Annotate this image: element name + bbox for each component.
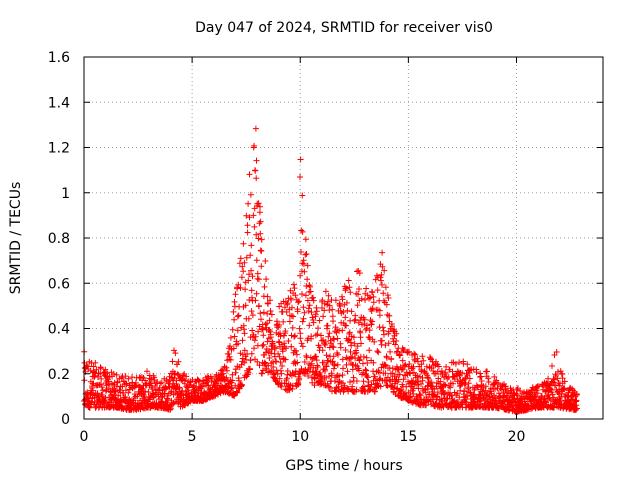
y-tick-label: 0.2 (48, 367, 70, 383)
data-point-markers (119, 368, 163, 413)
x-tick-label: 5 (188, 429, 197, 445)
y-tick-label: 0.4 (48, 322, 70, 338)
y-tick-label: 0.6 (48, 276, 70, 292)
data-point-markers (460, 360, 505, 412)
x-tick-label: 10 (291, 429, 309, 445)
x-tick-label: 0 (80, 429, 89, 445)
y-tick-label: 1.6 (48, 50, 70, 66)
data-point-markers (157, 347, 201, 413)
data-point-markers (270, 156, 315, 394)
y-tick-label: 1.2 (48, 141, 70, 157)
data-point-markers (422, 354, 467, 411)
data-point-markers (346, 249, 391, 395)
data-point-markers (384, 292, 429, 409)
y-tick-label: 1 (61, 186, 70, 202)
data-point-markers (81, 348, 125, 412)
data-points (81, 125, 580, 416)
y-tick-label: 0.8 (48, 231, 70, 247)
data-point-markers (536, 349, 580, 413)
data-point-markers (308, 277, 353, 395)
x-tick-label: 15 (399, 429, 417, 445)
y-tick-labels: 0 0.2 0.4 0.6 0.8 1 1.2 1.4 1.6 (48, 50, 70, 428)
y-tick-label: 1.4 (48, 95, 70, 111)
y-axis-label: SRMTID / TECUs (8, 182, 24, 295)
grid-lines (84, 57, 603, 419)
data-point-markers (194, 291, 239, 404)
x-tick-labels: 0 5 10 15 20 (80, 429, 526, 445)
data-point-markers (498, 381, 543, 416)
x-axis-label: GPS time / hours (285, 458, 402, 474)
y-tick-label: 0 (61, 412, 70, 428)
x-tick-label: 20 (508, 429, 526, 445)
axis-ticks (83, 56, 603, 420)
data-point-markers (232, 125, 277, 396)
chart-title: Day 047 of 2024, SRMTID for receiver vis… (195, 20, 493, 36)
